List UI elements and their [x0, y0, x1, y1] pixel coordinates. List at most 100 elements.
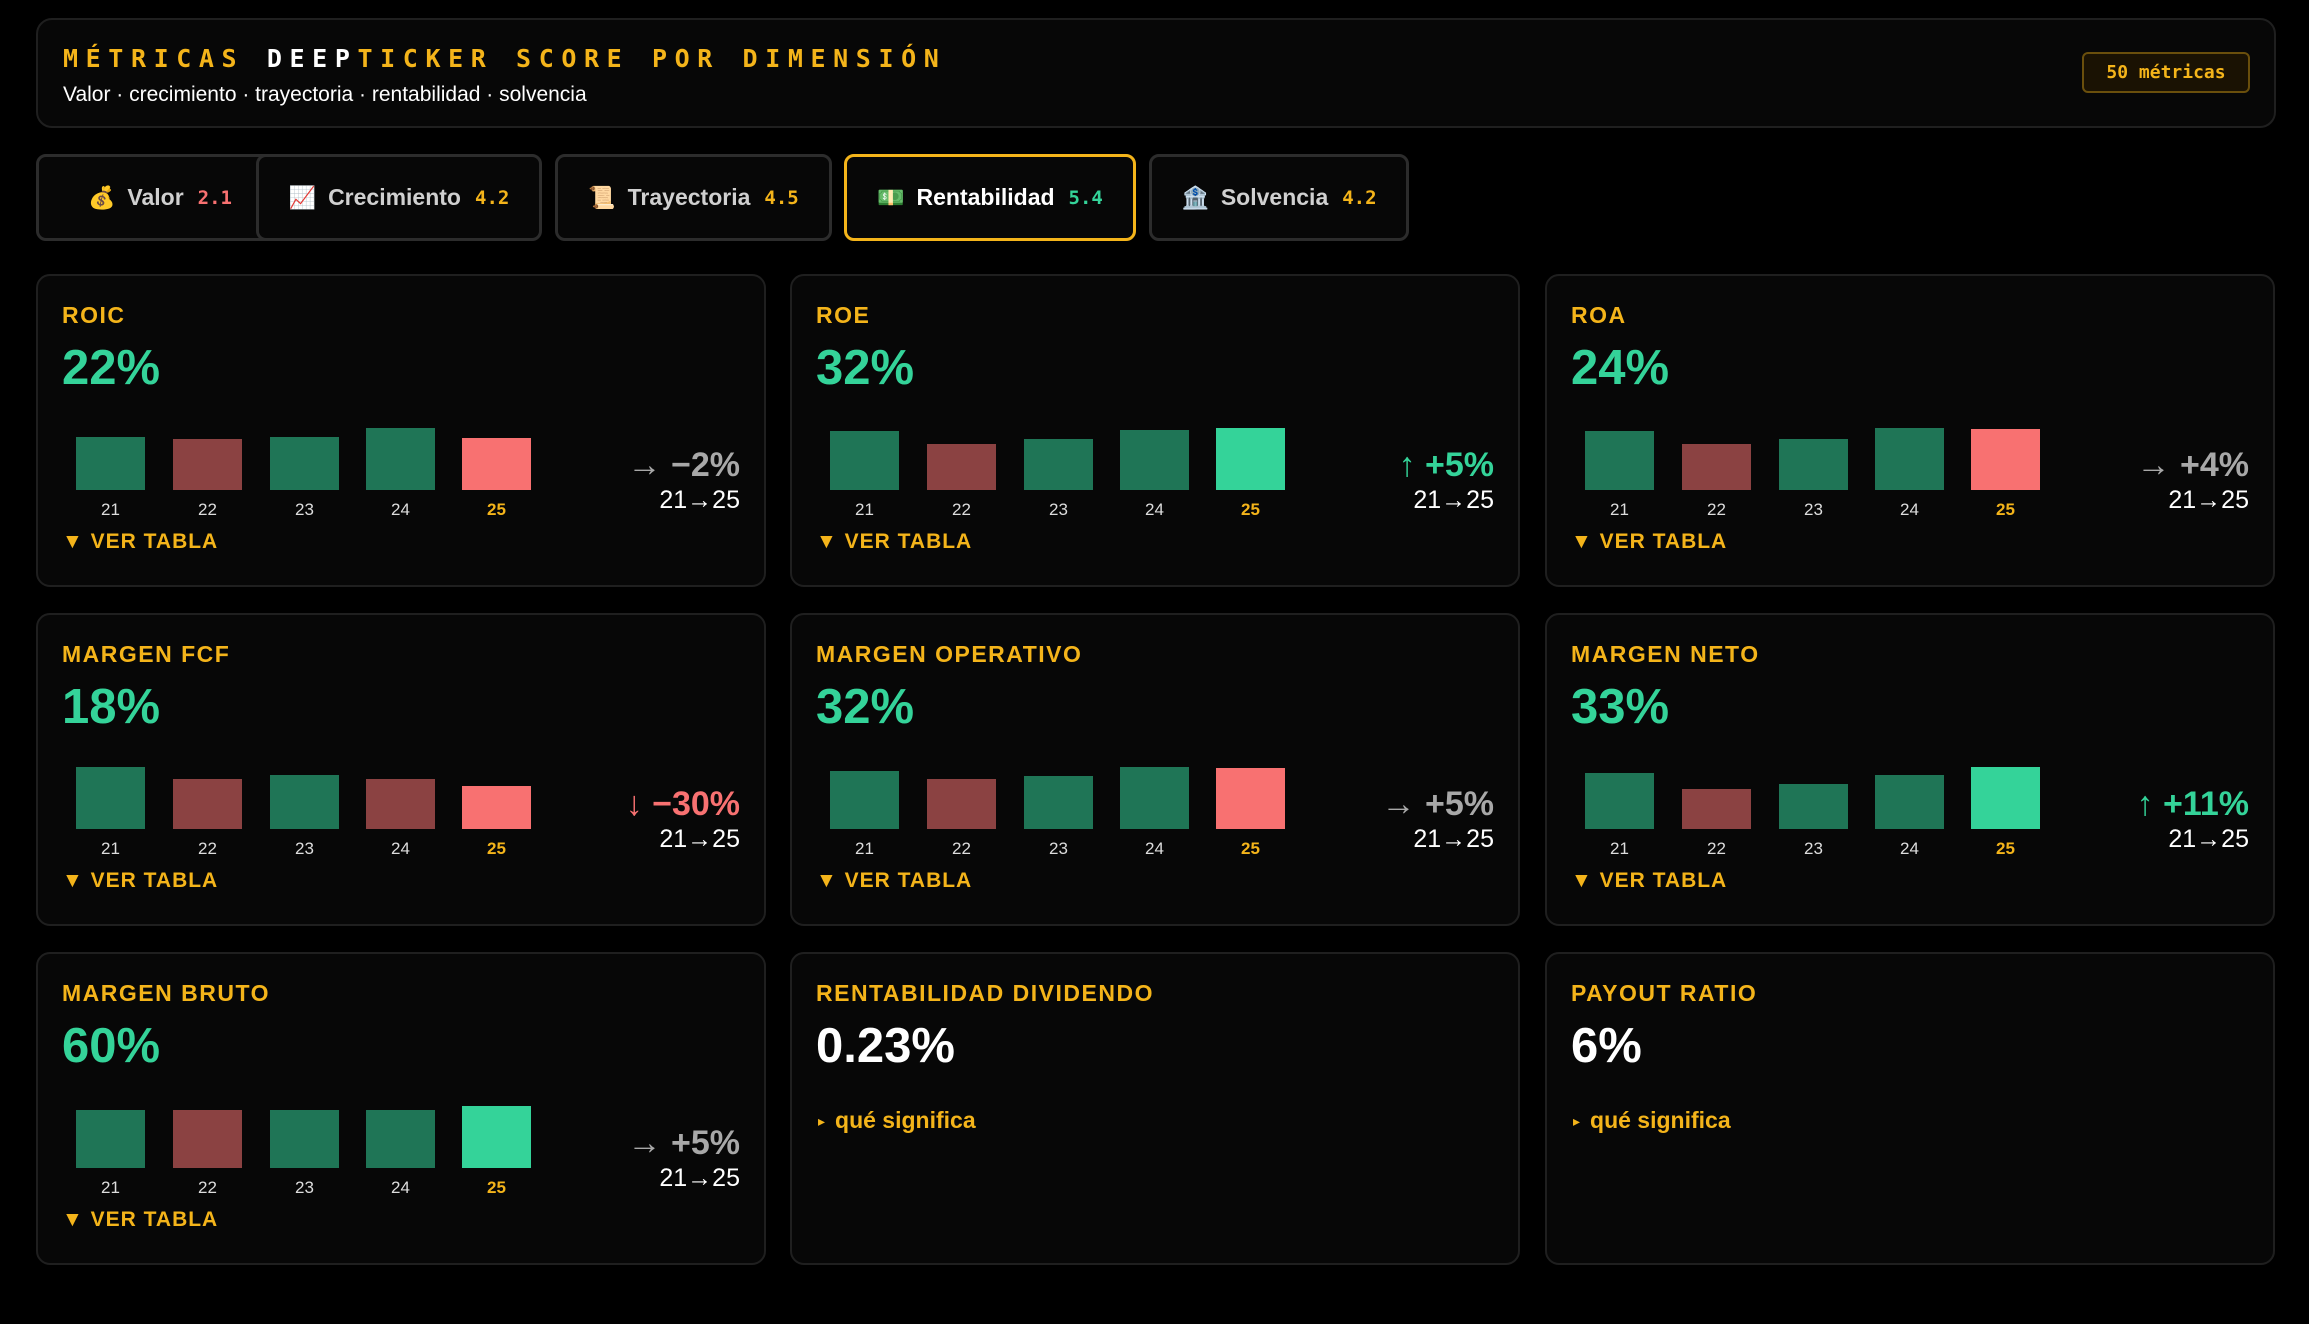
history-bar-chart [830, 749, 1310, 829]
metric-title: MARGEN FCF [62, 641, 231, 667]
metric-value: 32% [816, 341, 915, 395]
tab-crecimiento[interactable]: 📈 Crecimiento 4.2 [256, 154, 542, 241]
history-bar [1971, 767, 2040, 829]
tab-solvencia[interactable]: 🏦 Solvencia 4.2 [1149, 154, 1409, 241]
metric-value: 24% [1571, 341, 1670, 395]
history-bar [1024, 439, 1093, 490]
year-label: 22 [952, 839, 971, 858]
trend-value: +5% [671, 1124, 740, 1162]
ver-tabla-toggle[interactable]: ▼ VER TABLA [62, 530, 219, 553]
metric-title: MARGEN BRUTO [62, 980, 270, 1006]
tab-score: 4.5 [764, 186, 799, 209]
year-label: 22 [1707, 500, 1726, 519]
que-significa-link[interactable]: ▸ qué significa [1573, 1107, 1731, 1134]
year-label: 24 [391, 839, 410, 858]
metric-title: RENTABILIDAD DIVIDENDO [816, 980, 1154, 1006]
history-bar [927, 779, 996, 829]
trend-arrow-icon: ↓ [625, 785, 643, 823]
year-label: 25 [487, 839, 506, 858]
history-bar-chart [76, 1088, 556, 1168]
metric-title: PAYOUT RATIO [1571, 980, 1758, 1006]
banknote-icon: 💵 [877, 184, 905, 210]
trend-arrow-icon: ↑ [1398, 446, 1416, 484]
history-bar [1585, 431, 1654, 490]
year-labels: 21 22 23 24 25 [76, 839, 556, 863]
metric-value: 32% [816, 680, 915, 734]
history-bar [76, 767, 145, 829]
history-bar [1682, 789, 1751, 829]
trend-range: 21→25 [659, 1164, 740, 1192]
tab-rentabilidad[interactable]: 💵 Rentabilidad 5.4 [844, 154, 1136, 241]
year-label: 25 [487, 500, 506, 519]
year-label: 25 [487, 1178, 506, 1197]
trend-range: 21→25 [1413, 825, 1494, 853]
year-label: 24 [1145, 839, 1164, 858]
trend-range: 21→25 [659, 486, 740, 514]
trend-value: −30% [652, 785, 740, 823]
metric-title: ROA [1571, 302, 1627, 328]
trend-arrow-icon: → [2136, 446, 2171, 484]
year-labels: 21 22 23 24 25 [830, 500, 1310, 524]
history-bar [173, 1110, 242, 1168]
history-bar-chart [830, 410, 1310, 490]
ver-tabla-toggle[interactable]: ▼ VER TABLA [62, 869, 219, 892]
year-label: 24 [1900, 500, 1919, 519]
ver-tabla-toggle[interactable]: ▼ VER TABLA [62, 1208, 219, 1231]
trend-value: −2% [671, 446, 740, 484]
tab-label: Solvencia [1220, 184, 1329, 210]
metric-title: ROIC [62, 302, 126, 328]
year-label: 24 [391, 1178, 410, 1197]
history-bar [1682, 444, 1751, 490]
metric-card: ROIC 22% 21 22 23 24 25 → −2% 21→25 ▼ VER TABLA [36, 274, 766, 587]
year-label: 23 [1049, 500, 1068, 519]
title-highlight: DEEP [266, 44, 358, 73]
year-label: 21 [855, 839, 874, 858]
ver-tabla-toggle[interactable]: ▼ VER TABLA [816, 869, 973, 892]
history-bar [366, 1110, 435, 1168]
history-bar [462, 438, 531, 490]
history-bar [1875, 775, 1944, 829]
year-label: 25 [1241, 500, 1260, 519]
year-labels: 21 22 23 24 25 [1585, 839, 2065, 863]
year-labels: 21 22 23 24 25 [1585, 500, 2065, 524]
history-bar [927, 444, 996, 490]
year-label: 24 [391, 500, 410, 519]
ver-tabla-toggle[interactable]: ▼ VER TABLA [816, 530, 973, 553]
history-bar [1875, 428, 1944, 490]
metric-title: MARGEN NETO [1571, 641, 1760, 667]
trend-indicator: → +5% [1382, 785, 1494, 824]
trend-range: 21→25 [659, 825, 740, 853]
trend-value: +5% [1425, 785, 1494, 823]
year-label: 22 [1707, 839, 1726, 858]
metric-card: ROA 24% 21 22 23 24 25 → +4% 21→25 ▼ VER TABLA [1545, 274, 2275, 587]
trend-arrow-icon: → [1381, 785, 1416, 823]
money-bag-icon: 💰 [88, 184, 116, 210]
history-bar [830, 771, 899, 829]
history-bar [76, 1110, 145, 1168]
history-bar [270, 437, 339, 490]
que-significa-link[interactable]: ▸ qué significa [818, 1107, 976, 1134]
trend-arrow-icon: ↑ [2136, 785, 2154, 823]
metric-card: MARGEN BRUTO 60% 21 22 23 24 25 → +5% 21→25 ▼ VER… [36, 952, 766, 1265]
year-labels: 21 22 23 24 25 [830, 839, 1310, 863]
year-label: 23 [295, 500, 314, 519]
year-label: 21 [1610, 500, 1629, 519]
year-label: 23 [1804, 500, 1823, 519]
year-label: 23 [1049, 839, 1068, 858]
history-bar [1120, 767, 1189, 829]
metric-title: ROE [816, 302, 871, 328]
tab-valor[interactable]: 💰 Valor 2.1 [36, 154, 284, 241]
year-label: 21 [101, 839, 120, 858]
year-label: 25 [1996, 500, 2015, 519]
history-bar [1779, 439, 1848, 490]
trend-indicator: ↓ −30% [626, 785, 740, 824]
chart-increasing-icon: 📈 [288, 184, 317, 210]
year-label: 24 [1900, 839, 1919, 858]
year-label: 21 [101, 500, 120, 519]
ver-tabla-toggle[interactable]: ▼ VER TABLA [1571, 530, 1728, 553]
tab-trayectoria[interactable]: 📜 Trayectoria 4.5 [555, 154, 832, 241]
ver-tabla-toggle[interactable]: ▼ VER TABLA [1571, 869, 1728, 892]
metric-card: MARGEN FCF 18% 21 22 23 24 25 ↓ −30% 21→25 ▼ VER … [36, 613, 766, 926]
que-significa-label: qué significa [1590, 1107, 1731, 1133]
tab-score: 2.1 [197, 186, 232, 209]
